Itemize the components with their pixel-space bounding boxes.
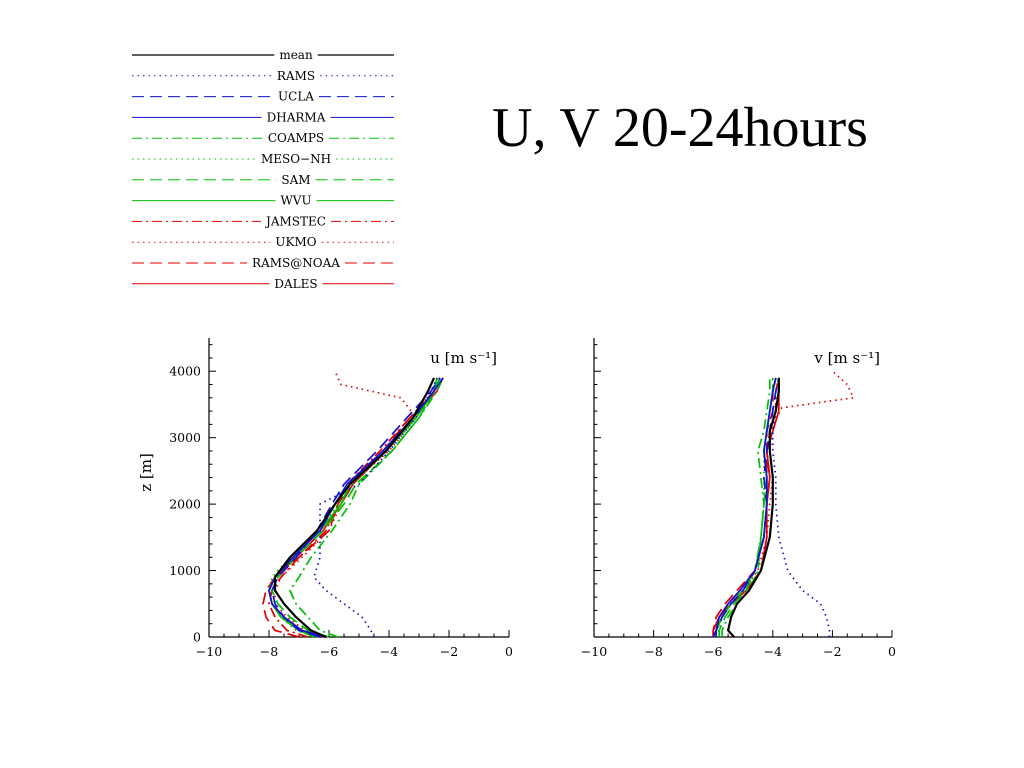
y-tick-label: 3000	[169, 430, 201, 445]
u-profile-panel: −10 −8 −6 −4 −2 0 0 1000 2000 3000 4000 z [m] u [m s…	[137, 338, 513, 659]
panel-variable-label: u [m s⁻¹]	[430, 349, 497, 367]
x-tick-label: −10	[196, 644, 222, 659]
panel-variable-label: v [m s⁻¹]	[813, 349, 880, 367]
legend-item-jamstec: JAMSTEC	[132, 214, 394, 228]
legend-item-coamps: COAMPS	[132, 131, 394, 145]
v-profile-panel: −10 −8 −6 −4 −2 0 v [m s⁻¹]	[581, 338, 896, 659]
legend-label: DHARMA	[267, 110, 326, 124]
x-tick-label: −6	[320, 644, 338, 659]
legend-item-ukmo: UKMO	[132, 235, 394, 249]
legend-item-dharma: DHARMA	[132, 110, 394, 124]
series-line-coamps	[289, 377, 444, 638]
legend-item-dales: DALES	[132, 277, 394, 291]
legend-label: DALES	[274, 277, 317, 291]
series-line-rams	[771, 377, 831, 637]
legend-label: UCLA	[278, 90, 314, 104]
x-tick-label: −8	[644, 644, 662, 659]
series-line-sam	[718, 377, 774, 637]
legend-label: UKMO	[275, 235, 316, 249]
series-line-dharma	[715, 377, 777, 637]
series-line-coamps	[721, 377, 771, 637]
series-line-jamstec	[268, 377, 441, 638]
y-tick-label: 2000	[169, 497, 201, 512]
x-tick-label: −8	[260, 644, 278, 659]
series-line-rams-noaa	[262, 377, 438, 638]
series-line-mean	[273, 377, 436, 639]
legend-label: JAMSTEC	[264, 214, 326, 228]
x-tick-label: 0	[888, 644, 896, 659]
legend-item-rams: RAMS	[132, 69, 394, 83]
legend-label: MESO−NH	[261, 152, 331, 166]
x-tick-label: −10	[581, 644, 607, 659]
legend-item-meso-nh: MESO−NH	[132, 152, 394, 166]
legend-label: mean	[279, 48, 313, 62]
legend-label: RAMS@NOAA	[252, 256, 340, 270]
legend-label: COAMPS	[268, 131, 324, 145]
x-tick-label: −2	[440, 644, 458, 659]
legend-item-ucla: UCLA	[132, 90, 394, 104]
x-tick-label: −2	[823, 644, 841, 659]
series-line-mean	[726, 377, 780, 638]
x-tick-label: −4	[764, 644, 782, 659]
series-line-ukmo	[712, 370, 855, 638]
slide-title: U, V 20-24hours	[492, 97, 868, 159]
legend-label: WVU	[280, 194, 311, 208]
legend-label: RAMS	[277, 69, 315, 83]
x-tick-label: 0	[505, 644, 513, 659]
y-tick-label: 4000	[169, 364, 201, 379]
legend-item-wvu: WVU	[132, 194, 394, 208]
legend-item-rams-noaa: RAMS@NOAA	[132, 256, 394, 270]
y-axis-label: z [m]	[137, 453, 155, 492]
legend-label: SAM	[281, 173, 310, 187]
x-tick-label: −6	[704, 644, 722, 659]
y-tick-label: 1000	[169, 563, 201, 578]
x-tick-label: −4	[380, 644, 398, 659]
series-line-sam	[271, 377, 438, 638]
y-tick-label: 0	[193, 630, 201, 645]
legend-item-mean: mean	[132, 48, 394, 62]
legend-item-sam: SAM	[132, 173, 394, 187]
legend: mean RAMS UCLA DHARMA COAMPS MESO−NH SAM WVU JAM…	[132, 48, 394, 291]
series-line-ukmo	[274, 370, 417, 638]
